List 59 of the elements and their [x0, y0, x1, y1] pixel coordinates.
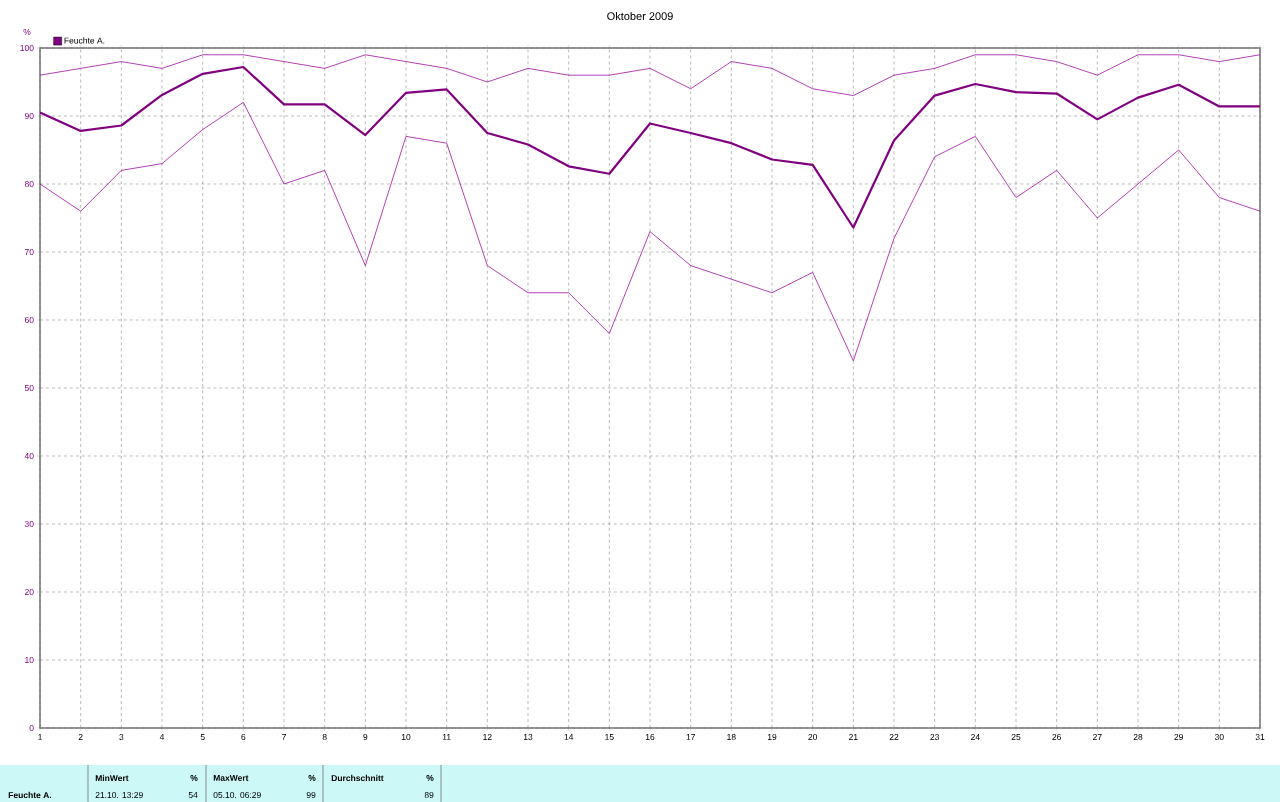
x-tick-label: 26 — [1052, 734, 1062, 741]
text: % — [308, 774, 316, 781]
x-tick-label: 8 — [322, 734, 327, 741]
y-tick-label: 100 — [20, 44, 34, 51]
x-tick-label: 30 — [1214, 734, 1224, 741]
x-tick-label: 7 — [282, 734, 286, 740]
x-tick-label: 10 — [401, 734, 411, 741]
x-tick-label: 12 — [483, 734, 492, 740]
y-tick-label: 20 — [24, 588, 34, 595]
y-tick-label: 60 — [24, 316, 34, 323]
y-tick-label: 0 — [29, 724, 34, 731]
y-tick-label: 70 — [24, 248, 34, 255]
legend-label: Feuchte A. — [64, 37, 105, 44]
x-tick-label: 21 — [849, 734, 858, 740]
y-axis-title: % — [23, 29, 31, 35]
y-tick-label: 30 — [24, 520, 34, 527]
x-tick-label: 28 — [1133, 734, 1143, 741]
x-tick-label: 4 — [159, 734, 165, 740]
text: 54 — [188, 792, 198, 798]
x-tick-label: 15 — [605, 734, 614, 740]
x-tick-label: 6 — [241, 734, 246, 741]
x-tick-label: 18 — [727, 734, 736, 741]
x-tick-label: 11 — [442, 734, 451, 740]
y-tick-label: 80 — [24, 180, 34, 187]
x-tick-label: 2 — [78, 734, 83, 740]
x-tick-label: 20 — [808, 734, 818, 741]
line-series — [40, 54, 1260, 96]
x-tick-label: 29 — [1174, 734, 1183, 741]
x-tick-label: 19 — [767, 734, 777, 741]
x-tick-label: 14 — [564, 734, 574, 740]
chart-title: Oktober 2009 — [607, 11, 673, 21]
x-tick-label: 27 — [1093, 734, 1102, 740]
x-tick-label: 25 — [1011, 734, 1021, 741]
x-tick-label: 24 — [971, 734, 980, 740]
x-tick-label: 1 — [38, 734, 42, 740]
text: % — [190, 774, 198, 781]
x-tick-label: 31 — [1255, 734, 1265, 741]
text: 05.10. 06:29 — [213, 791, 261, 798]
x-tick-label: 23 — [930, 734, 940, 741]
y-tick-label: 50 — [24, 384, 34, 391]
x-tick-label: 5 — [200, 734, 205, 740]
x-tick-label: 13 — [523, 734, 533, 741]
text: Feuchte A. — [8, 791, 52, 799]
text: 99 — [306, 791, 316, 798]
x-tick-label: 3 — [119, 734, 124, 741]
text: Durchschnitt — [331, 774, 384, 782]
y-tick-label: 90 — [24, 112, 34, 119]
text: 89 — [424, 791, 434, 798]
text: 21.10. 13:29 — [95, 791, 143, 798]
x-tick-label: 17 — [686, 734, 695, 740]
y-tick-label: 40 — [24, 452, 34, 459]
text: MinWert — [95, 774, 129, 782]
x-tick-label: 22 — [889, 734, 899, 740]
y-tick-label: 10 — [25, 656, 34, 663]
x-tick-label: 9 — [363, 734, 368, 741]
text: % — [426, 774, 434, 781]
x-tick-label: 16 — [645, 734, 655, 741]
line-series — [40, 65, 1260, 229]
text: MaxWert — [213, 775, 249, 781]
